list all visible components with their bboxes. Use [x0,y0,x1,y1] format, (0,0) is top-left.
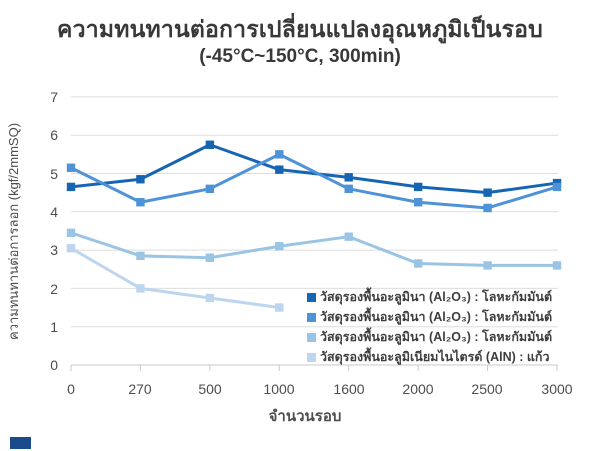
legend-label-series1: วัสดุรองพื้นอะลูมินา (Al₂O₃) : โลหะกัมมั… [320,290,553,304]
y-tick-0: 0 [50,357,58,373]
legend-swatch-series1 [307,292,316,302]
legend-label-series2: วัสดุรองพื้นอะลูมินา (Al₂O₃) : โลหะกัมมั… [320,310,553,324]
x-tick-500: 500 [198,381,222,397]
legend-swatch-series4 [307,352,316,362]
y-tick-6: 6 [50,127,58,143]
x-tick-2500: 2500 [471,381,503,397]
y-tick-4: 4 [50,204,58,220]
x-tick-3000: 3000 [541,381,573,397]
y-axis-title: ความทนทานต่อการลอก (kgf/2mmSQ) [6,122,21,340]
y-tick-2: 2 [50,281,58,297]
x-tick-1600: 1600 [333,381,365,397]
chart-title: ความทนทานต่อการเปลี่ยนแปลงอุณหภูมิเป็นรอ… [57,16,543,42]
legend-item: วัสดุรองพื้นอะลูมิเนียมไนไตรด์ (AlN) : แ… [307,347,600,367]
legend-item: วัสดุรองพื้นอะลูมินา (Al₂O₃) : โลหะกัมมั… [307,307,600,327]
x-tick-270: 270 [128,381,152,397]
legend-label-series4: วัสดุรองพื้นอะลูมิเนียมไนไตรด์ (AlN) : แ… [320,350,550,364]
legend: วัสดุรองพื้นอะลูมินา (Al₂O₃) : โลหะกัมมั… [307,287,600,367]
brand-mark [10,437,31,449]
y-tick-3: 3 [50,242,58,258]
x-tick-0: 0 [67,381,75,397]
x-tick-1000: 1000 [263,381,295,397]
y-tick-1: 1 [50,319,58,335]
legend-item: วัสดุรองพื้นอะลูมินา (Al₂O₃) : โลหะกัมมั… [307,287,600,307]
y-tick-5: 5 [50,166,58,182]
y-tick-7: 7 [50,89,58,105]
legend-swatch-series3 [307,332,316,342]
x-axis-title: จำนวนรอบ [268,408,342,425]
chart-subtitle: (-45°C~150°C, 300min) [199,46,401,67]
legend-item: วัสดุรองพื้นอะลูมินา (Al₂O₃) : โลหะกัมมั… [307,327,600,347]
x-tick-2000: 2000 [402,381,434,397]
legend-swatch-series2 [307,312,316,322]
legend-label-series3: วัสดุรองพื้นอะลูมินา (Al₂O₃) : โลหะกัมมั… [320,330,553,344]
